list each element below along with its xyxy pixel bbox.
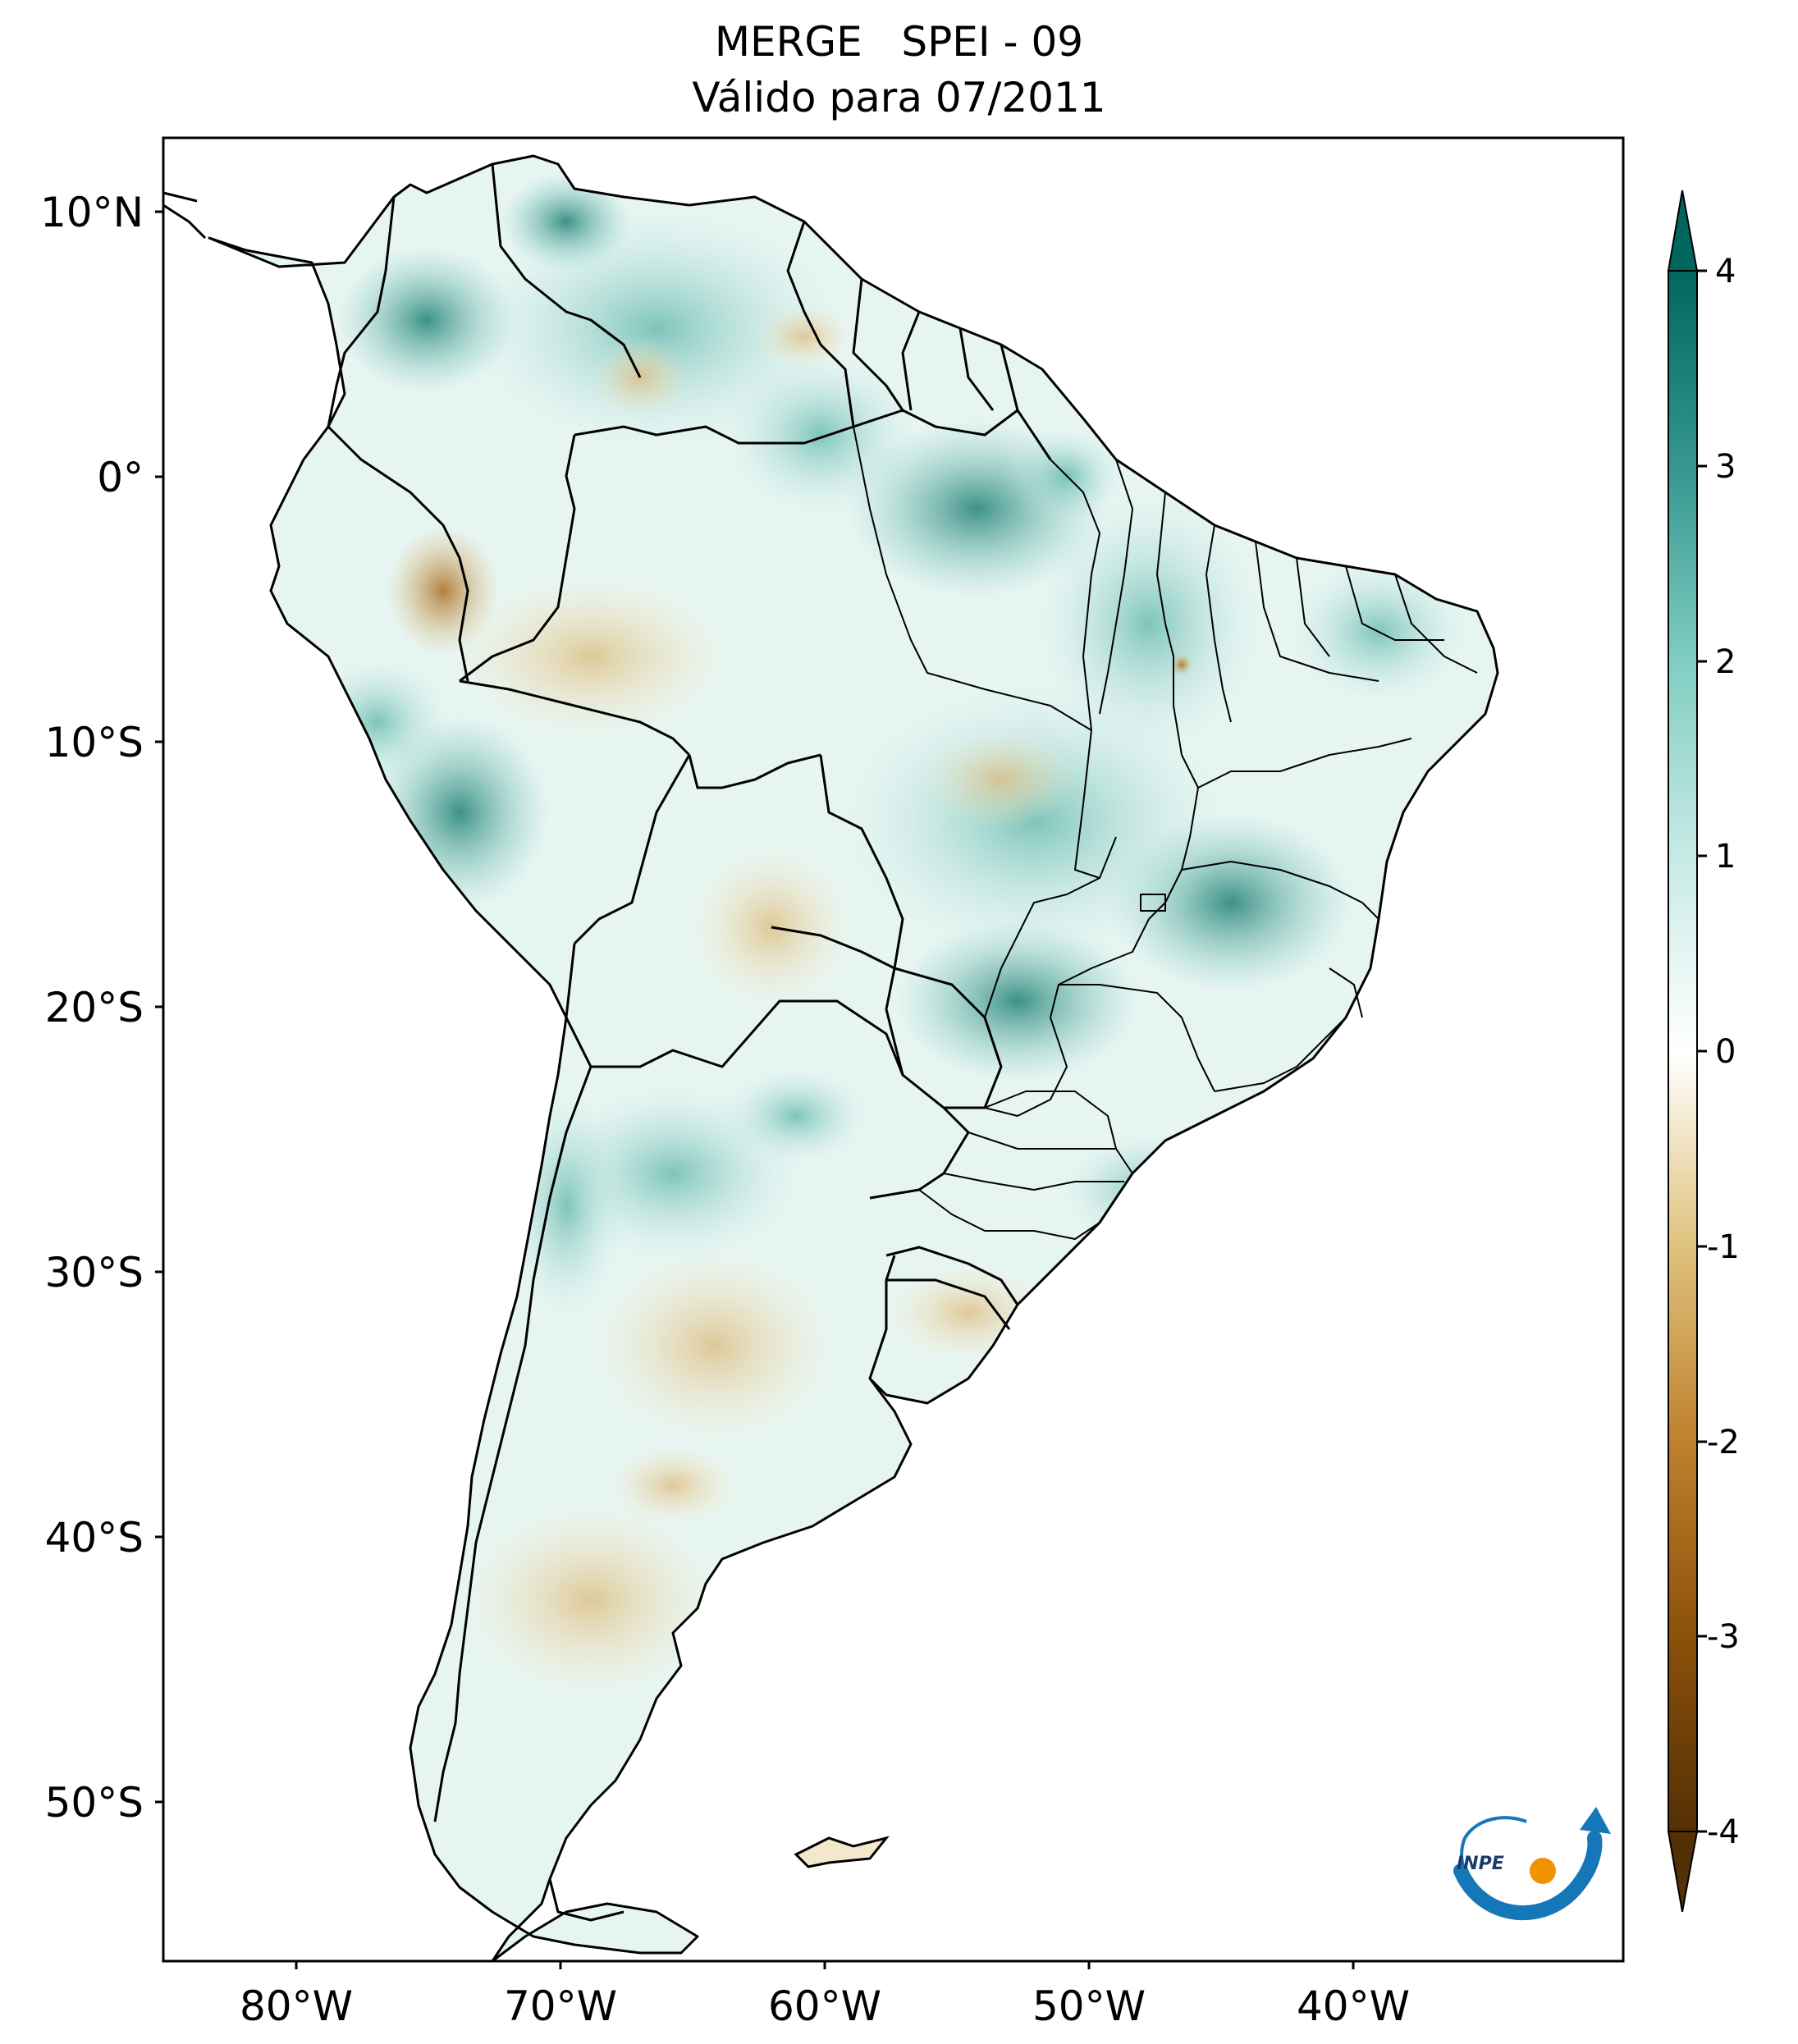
lat-tick-label: 0° <box>97 454 144 501</box>
coastline <box>208 154 1499 1963</box>
lon-tick-label: 50°W <box>1032 1982 1146 2030</box>
lat-tick-label: 20°S <box>45 984 144 1031</box>
colorbar-extend-max <box>1667 190 1699 272</box>
inpe-logo-arrowhead <box>1580 1807 1611 1834</box>
lon-tick-label: 80°W <box>240 1982 353 2030</box>
colorbar-bar <box>1668 270 1698 1832</box>
inpe-logo-text: INPE <box>1457 1854 1504 1874</box>
colorbar-ticks <box>1697 269 1707 1833</box>
colorbar-tick-label: 4 <box>1715 253 1736 290</box>
colorbar: 4 3 2 1 0 -1 -2 -3 -4 <box>1667 190 1740 1913</box>
latitude-axis: 10°N 0° 10°S 20°S 30°S 40°S 50°S <box>40 189 163 1827</box>
inpe-logo-sun <box>1530 1858 1556 1884</box>
map-subtitle: Válido para 07/2011 <box>692 74 1106 121</box>
state-borders <box>853 426 1478 1240</box>
colorbar-tick-label: -4 <box>1707 1813 1740 1851</box>
lon-tick-label: 40°W <box>1297 1982 1410 2030</box>
colorbar-tick-label: -2 <box>1707 1424 1740 1461</box>
colorbar-extend-min <box>1667 1831 1699 1913</box>
longitude-axis: 80°W 70°W 60°W 50°W 40°W <box>240 1961 1410 2030</box>
colorbar-tick-label: -1 <box>1707 1228 1740 1266</box>
country-borders <box>327 163 1052 1922</box>
map-panel <box>162 136 1625 1963</box>
lat-tick-label: 10°N <box>40 189 144 236</box>
map-title: MERGE SPEI - 09 <box>714 18 1084 66</box>
lat-tick-label: 10°S <box>45 719 144 766</box>
colorbar-tick-label: 1 <box>1715 838 1736 876</box>
colorbar-tick-label: -3 <box>1707 1618 1740 1656</box>
lon-tick-label: 60°W <box>768 1982 881 2030</box>
colorbar-tick-label: 0 <box>1715 1033 1736 1071</box>
inpe-logo-swoosh <box>1453 1831 1603 1921</box>
map-frame <box>162 136 1625 1963</box>
lon-tick-label: 70°W <box>504 1982 617 2030</box>
falkland-islands <box>794 1836 890 1868</box>
inpe-logo: INPE <box>1453 1807 1611 1921</box>
lat-tick-label: 50°S <box>45 1779 144 1827</box>
lat-tick-label: 40°S <box>45 1514 144 1562</box>
spei-field <box>209 156 1498 1961</box>
colorbar-tick-label: 3 <box>1715 448 1736 486</box>
central-america-coastline <box>162 191 207 240</box>
colorbar-tick-label: 2 <box>1715 643 1736 681</box>
lat-tick-label: 30°S <box>45 1249 144 1296</box>
